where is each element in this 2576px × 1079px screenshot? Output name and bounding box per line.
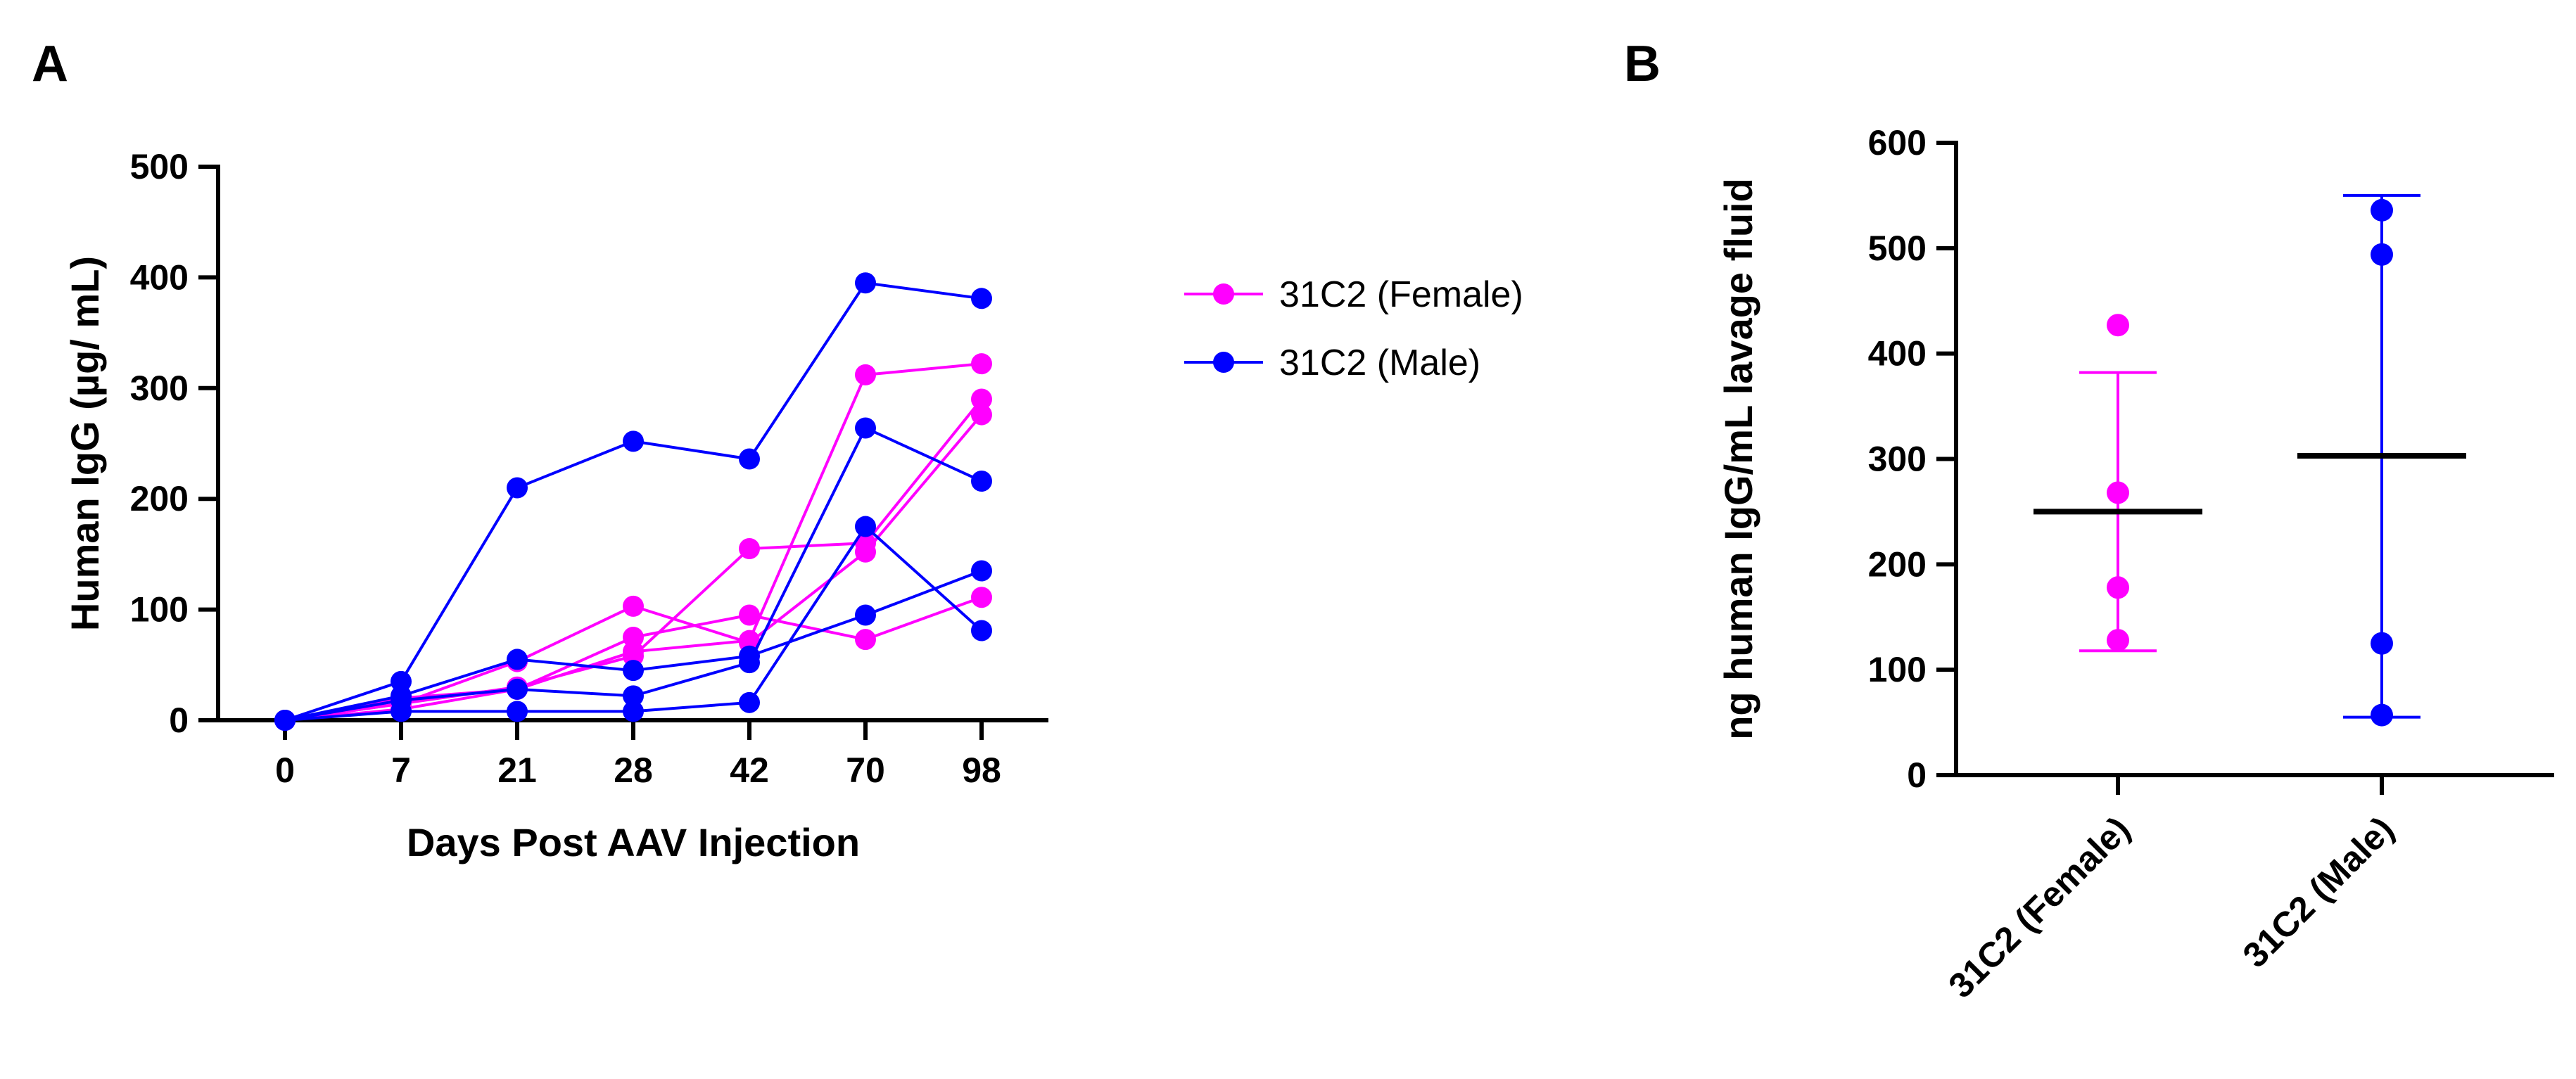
chart-a-x-tick-label: 98 — [962, 751, 1001, 790]
legend-marker-female — [1213, 283, 1234, 305]
chart-b-x-tick-label: 31C2 (Male) — [2235, 809, 2401, 975]
chart-a-point-male — [971, 620, 992, 641]
chart-b-point-female — [2107, 481, 2129, 504]
chart-b-point-male — [2371, 632, 2393, 655]
chart-a-point-male — [507, 678, 528, 700]
chart-a-point-male — [391, 701, 412, 722]
chart-a-point-female — [855, 629, 876, 651]
chart-b-y-tick-label: 0 — [1907, 755, 1927, 795]
chart-b-point-female — [2107, 576, 2129, 599]
chart-b-y-tick-label: 400 — [1868, 334, 1927, 374]
chart-a-point-female — [971, 404, 992, 426]
chart-a-point-male — [739, 691, 760, 713]
chart-a-point-male — [971, 560, 992, 582]
legend-label-male: 31C2 (Male) — [1279, 343, 1480, 383]
chart-a-point-female — [971, 587, 992, 608]
chart-a-x-tick-label: 70 — [846, 751, 885, 790]
chart-a-y-tick-label: 500 — [130, 147, 189, 186]
chart-b-point-female — [2107, 629, 2129, 652]
chart-b-point-female — [2107, 314, 2129, 337]
chart-a-point-female — [855, 541, 876, 563]
chart-a-point-male — [507, 649, 528, 670]
chart-b-point-male — [2371, 243, 2393, 266]
chart-a-x-tick-label: 21 — [497, 751, 537, 790]
chart-a-x-axis-title: Days Post AAV Injection — [407, 820, 860, 864]
chart-a-point-female — [623, 595, 644, 617]
chart-a-point-male — [739, 448, 760, 470]
panel-a-label: A — [32, 36, 68, 92]
chart-a-point-female — [855, 364, 876, 385]
chart-b-y-tick-label: 100 — [1868, 650, 1927, 689]
chart-a-x-tick-label: 7 — [391, 751, 411, 790]
chart-b-y-tick-label: 300 — [1868, 440, 1927, 479]
chart-a-x-tick-label: 28 — [614, 751, 653, 790]
chart-a-point-female — [971, 353, 992, 375]
chart-a-point-male — [855, 417, 876, 439]
panel-b-label: B — [1624, 36, 1661, 92]
chart-a-point-female — [739, 630, 760, 651]
chart-a-point-male — [739, 652, 760, 674]
chart-a-x-tick-label: 0 — [275, 751, 295, 790]
chart-a-point-female — [971, 388, 992, 410]
chart-a-point-male — [507, 701, 528, 722]
chart-b-y-tick-label: 600 — [1868, 123, 1927, 162]
chart-a-y-tick-label: 300 — [130, 369, 189, 408]
chart-a-point-male — [507, 477, 528, 499]
chart-b-y-tick-label: 500 — [1868, 229, 1927, 268]
chart-a-y-tick-label: 400 — [130, 257, 189, 297]
chart-a-point-male — [274, 710, 296, 731]
chart-a-point-female — [739, 604, 760, 626]
chart-a-point-male — [855, 516, 876, 537]
chart-a-point-male — [855, 272, 876, 294]
chart-a-point-female — [739, 538, 760, 560]
chart-a-line: 0 100 200 300 400 500 0 7 21 28 42 70 98 Days Post AA… — [63, 147, 1048, 864]
chart-b-y-tick-label: 200 — [1868, 544, 1927, 584]
chart-b-y-axis-title: ng human IgG/mL lavage fluid — [1716, 178, 1760, 740]
chart-a-point-male — [623, 660, 644, 682]
chart-a-y-axis-title: Human IgG (µg/ mL) — [63, 256, 107, 631]
chart-a-point-male — [971, 471, 992, 492]
chart-a-x-tick-label: 42 — [730, 751, 769, 790]
chart-a-point-male — [623, 701, 644, 722]
chart-a-point-male — [623, 685, 644, 707]
chart-a-y-tick-label: 100 — [130, 590, 189, 630]
chart-a-point-female — [623, 641, 644, 663]
chart-b-point-male — [2371, 198, 2393, 222]
legend-marker-male — [1213, 352, 1234, 373]
chart-a-point-male — [855, 604, 876, 626]
chart-a-y-tick-label: 0 — [169, 701, 189, 740]
chart-a-point-male — [623, 430, 644, 452]
legend-label-female: 31C2 (Female) — [1279, 274, 1523, 315]
chart-b-x-tick-label: 31C2 (Female) — [1941, 809, 2137, 1005]
chart-a-point-male — [971, 288, 992, 309]
chart-a-legend: 31C2 (Female) 31C2 (Male) — [1184, 274, 1523, 383]
chart-a-y-tick-label: 200 — [130, 479, 189, 518]
chart-b-scatter: 0 100 200 300 400 500 600 31C2 (Female) 31C2 (Ma… — [1716, 123, 2554, 1006]
chart-b-point-male — [2371, 703, 2393, 727]
